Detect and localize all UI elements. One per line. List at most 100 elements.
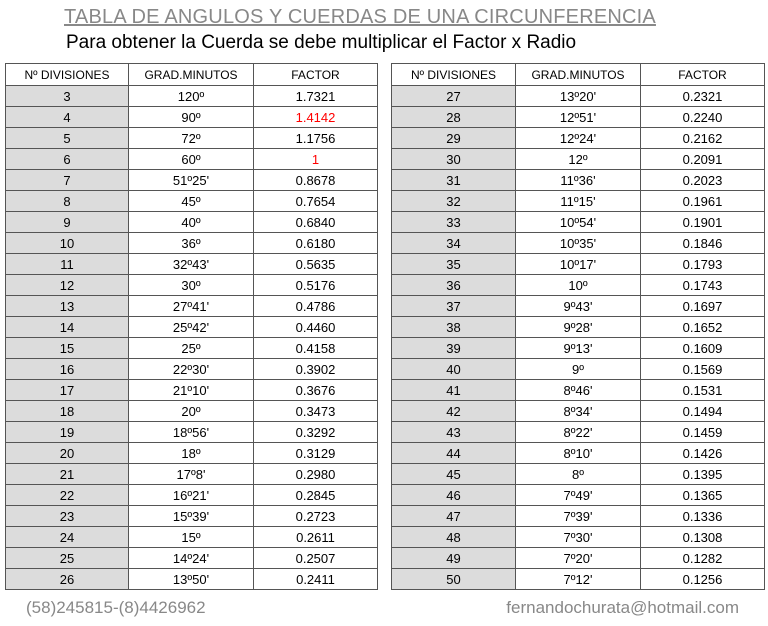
table-row: 8 45º 0.7654	[5, 190, 378, 212]
table-header-row: Nº DIVISIONES GRAD.MINUTOS FACTOR	[5, 63, 378, 86]
cell-factor: 0.1793	[640, 253, 765, 275]
cell-degrees-minutes: 7º12'	[515, 568, 641, 590]
cell-factor: 0.3129	[253, 442, 378, 464]
table-row: 25 14º24' 0.2507	[5, 547, 378, 569]
cell-factor: 0.2162	[640, 127, 765, 149]
cell-degrees-minutes: 72º	[128, 127, 254, 149]
cell-degrees-minutes: 15º39'	[128, 505, 254, 527]
cell-divisions: 4	[5, 106, 129, 128]
cell-factor: 0.2611	[253, 526, 378, 548]
table-row: 44 8º10' 0.1426	[391, 442, 765, 464]
cell-factor: 0.1282	[640, 547, 765, 569]
cell-divisions: 5	[5, 127, 129, 149]
cell-degrees-minutes: 8º22'	[515, 421, 641, 443]
table-row: 3 120º 1.7321	[5, 85, 378, 107]
table-row: 14 25º42' 0.4460	[5, 316, 378, 338]
table-row: 9 40º 0.6840	[5, 211, 378, 233]
cell-degrees-minutes: 11º15'	[515, 190, 641, 212]
table-row: 37 9º43' 0.1697	[391, 295, 765, 317]
cell-divisions: 8	[5, 190, 129, 212]
cell-degrees-minutes: 45º	[128, 190, 254, 212]
table-row: 19 18º56' 0.3292	[5, 421, 378, 443]
table-row: 21 17º8' 0.2980	[5, 463, 378, 485]
cell-divisions: 15	[5, 337, 129, 359]
cell-divisions: 23	[5, 505, 129, 527]
cell-factor: 0.1846	[640, 232, 765, 254]
cell-divisions: 49	[391, 547, 516, 569]
table-row: 33 10º54' 0.1901	[391, 211, 765, 233]
cell-factor: 0.2321	[640, 85, 765, 107]
cell-degrees-minutes: 9º	[515, 358, 641, 380]
cell-factor: 0.2411	[253, 568, 378, 590]
cell-divisions: 19	[5, 421, 129, 443]
cell-divisions: 21	[5, 463, 129, 485]
footer-email: fernandochurata@hotmail.com	[506, 598, 739, 617]
cell-factor: 0.2023	[640, 169, 765, 191]
cell-factor: 0.6180	[253, 232, 378, 254]
cell-divisions: 7	[5, 169, 129, 191]
cell-factor: 0.1256	[640, 568, 765, 590]
cell-degrees-minutes: 8º46'	[515, 379, 641, 401]
cell-factor: 0.1652	[640, 316, 765, 338]
table-row: 27 13º20' 0.2321	[391, 85, 765, 107]
cell-factor: 0.3473	[253, 400, 378, 422]
cell-divisions: 17	[5, 379, 129, 401]
cell-divisions: 32	[391, 190, 516, 212]
table-row: 16 22º30' 0.3902	[5, 358, 378, 380]
cell-factor: 0.1743	[640, 274, 765, 296]
cell-degrees-minutes: 15º	[128, 526, 254, 548]
table-row: 45 8º 0.1395	[391, 463, 765, 485]
table-row: 32 11º15' 0.1961	[391, 190, 765, 212]
chord-table-right: Nº DIVISIONES GRAD.MINUTOS FACTOR 27 13º2…	[391, 63, 765, 590]
table-row: 15 25º 0.4158	[5, 337, 378, 359]
cell-degrees-minutes: 18º	[128, 442, 254, 464]
cell-divisions: 37	[391, 295, 516, 317]
cell-degrees-minutes: 36º	[128, 232, 254, 254]
cell-degrees-minutes: 13º20'	[515, 85, 641, 107]
cell-degrees-minutes: 7º49'	[515, 484, 641, 506]
cell-degrees-minutes: 10º17'	[515, 253, 641, 275]
cell-divisions: 48	[391, 526, 516, 548]
table-row: 24 15º 0.2611	[5, 526, 378, 548]
cell-factor: 0.1365	[640, 484, 765, 506]
page-subtitle: Para obtener la Cuerda se debe multiplic…	[66, 32, 577, 53]
cell-factor: 1.1756	[253, 127, 378, 149]
cell-divisions: 50	[391, 568, 516, 590]
cell-divisions: 46	[391, 484, 516, 506]
table-row: 23 15º39' 0.2723	[5, 505, 378, 527]
cell-degrees-minutes: 10º35'	[515, 232, 641, 254]
cell-factor: 0.2845	[253, 484, 378, 506]
cell-degrees-minutes: 8º	[515, 463, 641, 485]
chord-table-left: Nº DIVISIONES GRAD.MINUTOS FACTOR 3 120º 1…	[5, 63, 378, 590]
table-row: 29 12º24' 0.2162	[391, 127, 765, 149]
cell-divisions: 22	[5, 484, 129, 506]
cell-degrees-minutes: 9º28'	[515, 316, 641, 338]
table-row: 22 16º21' 0.2845	[5, 484, 378, 506]
cell-factor: 0.1336	[640, 505, 765, 527]
table-row: 38 9º28' 0.1652	[391, 316, 765, 338]
cell-factor: 0.1395	[640, 463, 765, 485]
table-row: 20 18º 0.3129	[5, 442, 378, 464]
cell-divisions: 40	[391, 358, 516, 380]
table-row: 36 10º 0.1743	[391, 274, 765, 296]
header-degrees-minutes: GRAD.MINUTOS	[515, 63, 641, 86]
cell-factor: 1.7321	[253, 85, 378, 107]
cell-factor: 0.1459	[640, 421, 765, 443]
table-row: 30 12º 0.2091	[391, 148, 765, 170]
cell-factor: 0.1308	[640, 526, 765, 548]
cell-factor: 0.5176	[253, 274, 378, 296]
cell-degrees-minutes: 40º	[128, 211, 254, 233]
cell-divisions: 27	[391, 85, 516, 107]
cell-divisions: 31	[391, 169, 516, 191]
table-row: 4 90º 1.4142	[5, 106, 378, 128]
cell-divisions: 38	[391, 316, 516, 338]
table-row: 26 13º50' 0.2411	[5, 568, 378, 590]
cell-divisions: 25	[5, 547, 129, 569]
cell-divisions: 35	[391, 253, 516, 275]
table-row: 34 10º35' 0.1846	[391, 232, 765, 254]
cell-divisions: 10	[5, 232, 129, 254]
table-row: 6 60º 1	[5, 148, 378, 170]
table-row: 12 30º 0.5176	[5, 274, 378, 296]
table-row: 50 7º12' 0.1256	[391, 568, 765, 590]
cell-factor: 0.1961	[640, 190, 765, 212]
